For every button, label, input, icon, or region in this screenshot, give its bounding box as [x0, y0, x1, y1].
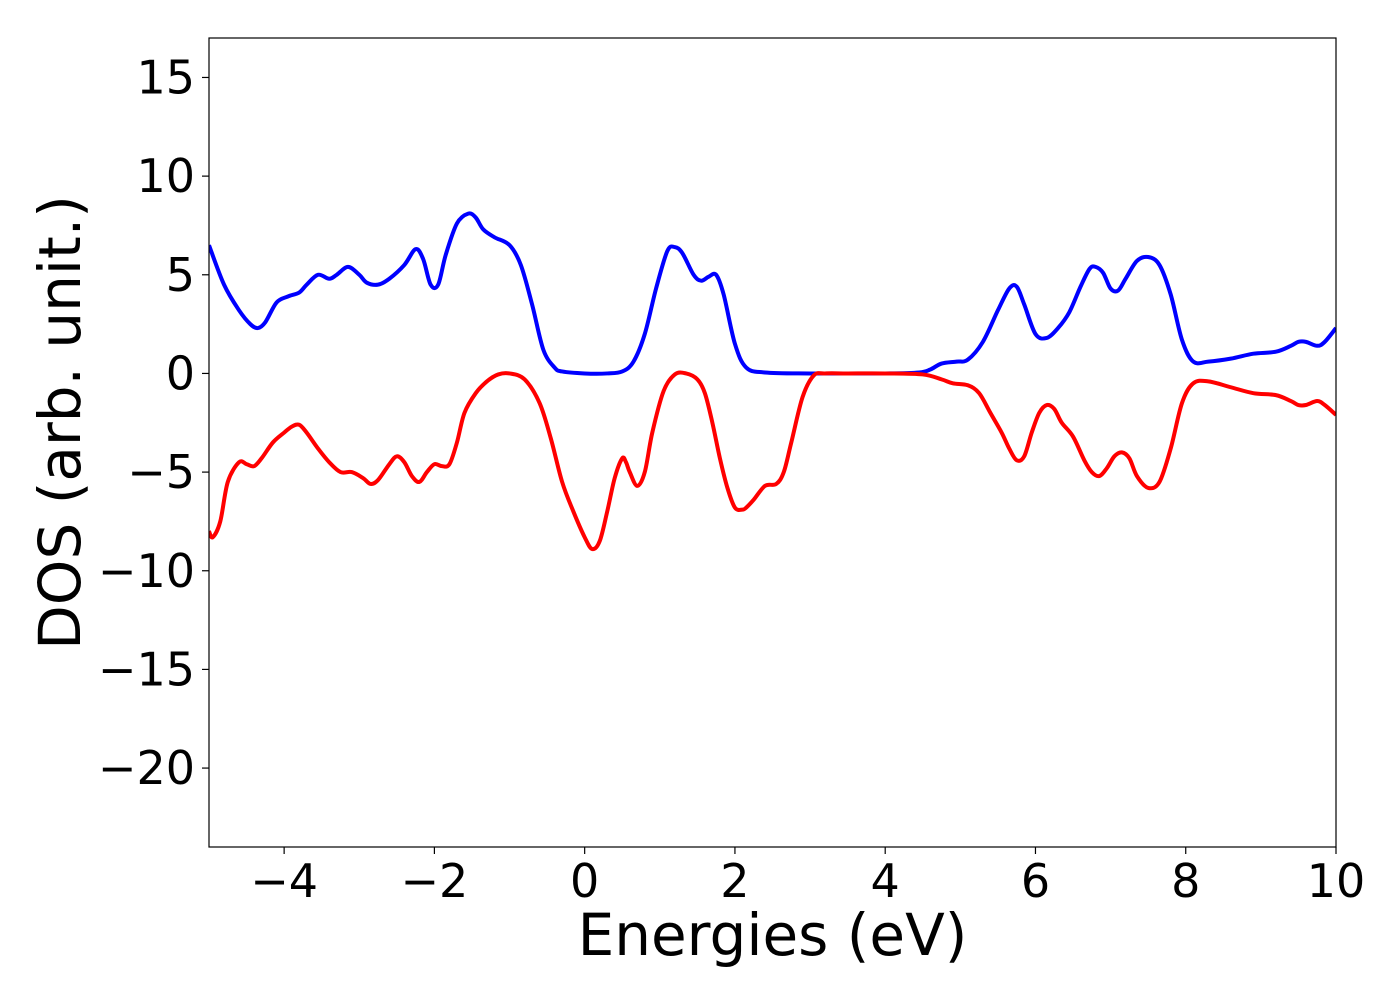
x-tick-label: 0	[570, 854, 599, 908]
y-tick-label: −5	[127, 445, 195, 499]
y-tick-label: −20	[98, 741, 195, 795]
y-tick-label: 0	[166, 346, 195, 400]
x-tick-label: 10	[1307, 854, 1366, 908]
y-tick-label: 15	[136, 50, 195, 104]
x-tick-label: −2	[400, 854, 468, 908]
y-tick-label: −15	[98, 642, 195, 696]
x-axis-ticks: −4 −2 0 2 4 6 8 10	[250, 847, 1365, 908]
series-line-1	[209, 211, 1336, 376]
x-tick-label: 6	[1021, 854, 1050, 908]
y-tick-label: −10	[98, 544, 195, 598]
x-axis-label: Energies (eV)	[578, 901, 968, 969]
x-tick-label: 8	[1171, 854, 1200, 908]
y-axis-label: DOS (arb. unit.)	[26, 195, 94, 650]
y-tick-label: 5	[166, 248, 195, 302]
axes-frame	[208, 37, 1337, 848]
y-axis-ticks: −20 −15 −10 −5 0 5 10 15	[98, 50, 209, 795]
x-tick-label: −4	[250, 854, 318, 908]
series-line-2	[209, 370, 1336, 552]
x-tick-label: 2	[720, 854, 749, 908]
y-tick-label: 10	[136, 149, 195, 203]
x-tick-label: 4	[871, 854, 900, 908]
series-group	[209, 211, 1336, 552]
